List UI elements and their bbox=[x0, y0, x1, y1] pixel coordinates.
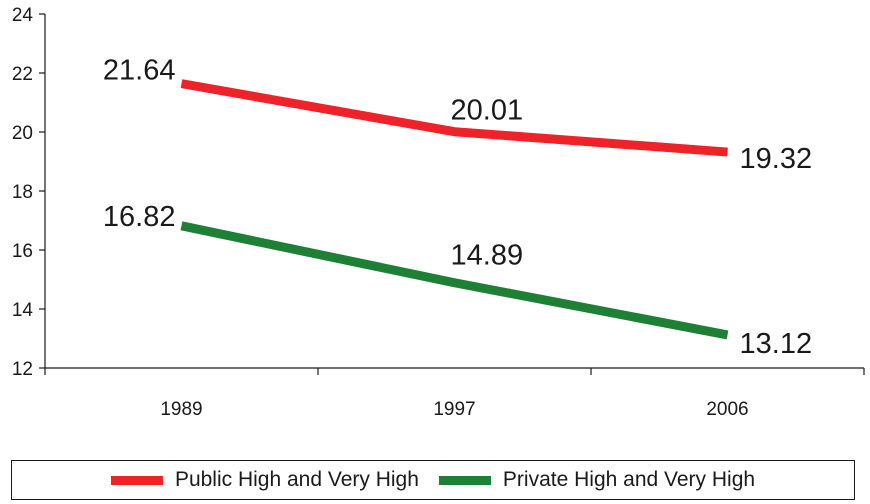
data-label: 16.82 bbox=[103, 201, 176, 233]
legend-swatch-private bbox=[438, 475, 491, 485]
y-tick-label: 12 bbox=[12, 359, 33, 380]
x-tick-label: 1989 bbox=[160, 399, 202, 420]
y-tick-label: 24 bbox=[12, 5, 34, 26]
legend: Public High and Very High Private High a… bbox=[11, 460, 855, 500]
legend-swatch-public bbox=[110, 475, 163, 485]
x-axis: 1989 1997 2006 bbox=[44, 367, 865, 420]
data-label: 21.64 bbox=[103, 55, 176, 87]
series-lines bbox=[180, 79, 729, 340]
x-tick-label: 2006 bbox=[706, 399, 748, 420]
data-label: 19.32 bbox=[740, 143, 813, 175]
x-tick-label: 1997 bbox=[433, 399, 475, 420]
legend-label-public: Public High and Very High bbox=[174, 468, 419, 491]
data-label: 20.01 bbox=[451, 95, 524, 127]
y-tick-label: 14 bbox=[12, 300, 34, 321]
y-tick-label: 16 bbox=[12, 241, 33, 262]
y-tick-label: 18 bbox=[12, 182, 33, 203]
y-tick-label: 22 bbox=[12, 64, 33, 85]
y-tick-label: 20 bbox=[12, 123, 33, 144]
data-label: 13.12 bbox=[740, 328, 813, 360]
data-label: 14.89 bbox=[451, 240, 524, 272]
legend-label-private: Private High and Very High bbox=[502, 468, 756, 491]
data-labels: 21.64 20.01 19.32 16.82 14.89 13.12 bbox=[103, 55, 812, 360]
legend-item-public: Public High and Very High bbox=[110, 468, 419, 492]
y-axis: 12 14 16 18 20 22 24 bbox=[12, 5, 46, 380]
legend-item-private: Private High and Very High bbox=[438, 468, 756, 492]
